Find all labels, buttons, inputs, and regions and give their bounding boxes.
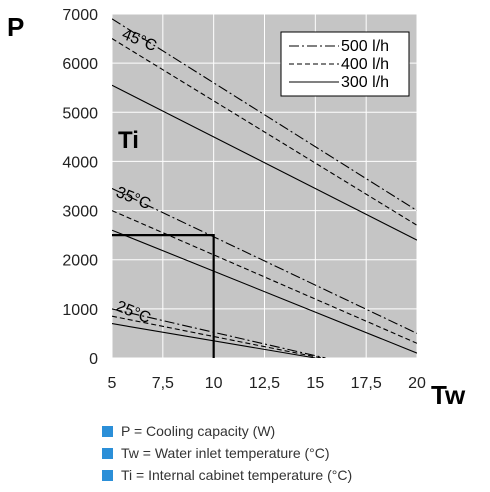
y-tick-label: 7000 — [62, 7, 98, 24]
y-tick-label: 2000 — [62, 253, 98, 270]
y-tick-label: 6000 — [62, 56, 98, 73]
note-text: Ti = Internal cabinet temperature (°C) — [121, 467, 353, 483]
notes-list: P = Cooling capacity (W) Tw = Water inle… — [102, 420, 482, 486]
y-tick-label: 5000 — [62, 105, 98, 122]
legend-box — [280, 31, 410, 97]
x-tick-label: 12,5 — [249, 375, 280, 392]
note-item: Tw = Water inlet temperature (°C) — [102, 442, 482, 464]
legend-label: 500 l/h — [341, 38, 389, 55]
x-axis-title: Tw — [431, 380, 466, 410]
series-line — [112, 308, 326, 358]
legend-label: 300 l/h — [341, 74, 389, 91]
series-line — [112, 38, 417, 226]
note-text: P = Cooling capacity (W) — [121, 423, 276, 439]
note-text: Tw = Water inlet temperature (°C) — [121, 445, 330, 461]
note-bullet-icon — [102, 469, 113, 481]
reference-line — [112, 234, 215, 358]
series-line — [112, 188, 417, 334]
y-tick-label: 1000 — [62, 302, 98, 319]
y-axis-title: P — [7, 12, 24, 42]
x-tick-label: 15 — [306, 375, 324, 392]
x-tick-label: 17,5 — [351, 375, 382, 392]
series-line — [112, 229, 417, 354]
note-item: P = Cooling capacity (W) — [102, 420, 482, 442]
y-tick-label: 3000 — [62, 204, 98, 221]
note-bullet-icon — [102, 447, 113, 459]
x-tick-label: 10 — [205, 375, 223, 392]
x-tick-label: 7,5 — [152, 375, 174, 392]
series-line — [112, 18, 417, 212]
y-tick-label: 0 — [89, 351, 98, 368]
group-title: Ti — [118, 127, 139, 154]
x-tick-label: 5 — [108, 375, 117, 392]
y-tick-label: 4000 — [62, 154, 98, 171]
series-line — [112, 84, 417, 241]
x-tick-label: 20 — [408, 375, 426, 392]
series-line — [112, 315, 322, 358]
note-bullet-icon — [102, 425, 113, 437]
note-item: Ti = Internal cabinet temperature (°C) — [102, 464, 482, 486]
legend-label: 400 l/h — [341, 56, 389, 73]
